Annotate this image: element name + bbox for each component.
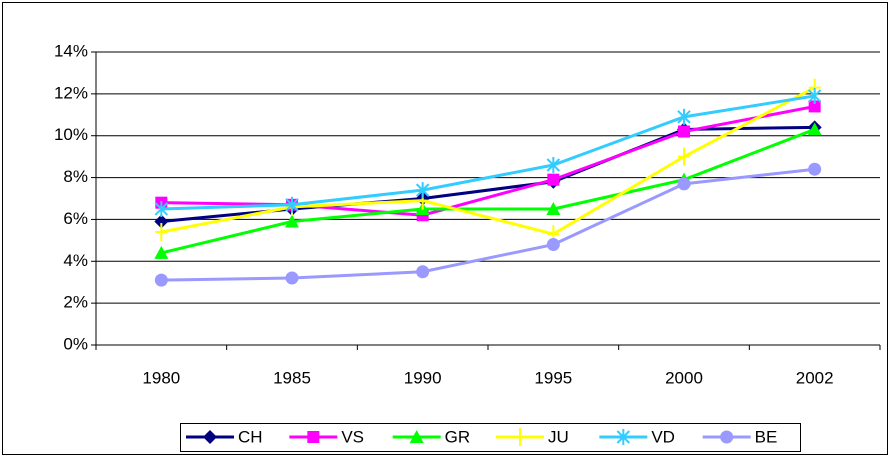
marker	[307, 431, 320, 443]
legend-label: JU	[548, 427, 569, 446]
marker	[807, 87, 822, 104]
x-tick-label: 1985	[273, 368, 311, 387]
marker	[807, 122, 822, 136]
y-tick-label: 14%	[54, 41, 88, 60]
marker	[808, 100, 821, 113]
marker	[677, 108, 691, 125]
marker	[546, 238, 560, 252]
legend-label: GR	[445, 427, 471, 446]
marker	[155, 222, 168, 241]
marker	[678, 125, 690, 138]
series-line	[161, 86, 816, 236]
marker	[154, 200, 169, 217]
x-tick-label: 1980	[142, 368, 180, 387]
legend-box	[180, 423, 801, 452]
marker	[546, 157, 561, 174]
marker	[677, 177, 691, 191]
marker	[285, 196, 299, 213]
y-tick-label: 6%	[63, 209, 88, 228]
y-tick-label: 10%	[54, 125, 88, 144]
marker	[203, 430, 217, 444]
legend-label: CH	[238, 427, 263, 446]
y-tick-label: 8%	[63, 167, 88, 186]
y-tick-label: 4%	[63, 251, 88, 270]
marker	[416, 265, 430, 279]
series-line	[161, 167, 815, 282]
x-tick-label: 1995	[534, 368, 572, 387]
marker	[409, 430, 424, 443]
marker	[678, 147, 690, 166]
marker	[720, 430, 734, 444]
marker	[547, 173, 560, 186]
marker	[514, 428, 526, 446]
marker	[154, 273, 168, 287]
series-line	[161, 94, 815, 211]
series-line	[160, 128, 816, 255]
legend-label: BE	[755, 427, 778, 446]
x-tick-label: 2002	[796, 368, 834, 387]
legend-label: VD	[651, 427, 675, 446]
marker	[808, 162, 822, 176]
marker	[154, 214, 169, 229]
y-tick-label: 0%	[63, 334, 88, 353]
x-tick-label: 1990	[404, 368, 442, 387]
marker	[285, 214, 299, 228]
x-tick-label: 2000	[665, 368, 703, 387]
marker	[546, 201, 561, 215]
marker	[616, 429, 631, 445]
marker	[415, 182, 430, 199]
y-tick-label: 2%	[63, 293, 88, 312]
marker	[285, 271, 299, 285]
y-tick-label: 12%	[54, 83, 88, 102]
marker	[154, 245, 169, 259]
legend-label: VS	[341, 427, 364, 446]
